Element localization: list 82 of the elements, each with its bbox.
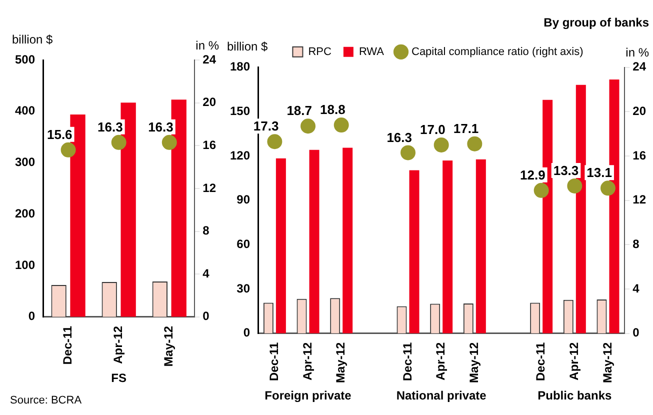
y2-axis-title: in % <box>196 38 220 52</box>
y-tick-label: 0 <box>243 326 250 340</box>
y2-tick-label: 24 <box>632 60 646 74</box>
point <box>567 178 582 194</box>
x-tick-label: Apr-12 <box>300 342 314 380</box>
x-tick-label: May-12 <box>162 326 176 367</box>
x-tick-label: May-12 <box>466 342 481 383</box>
y-tick-label: 120 <box>230 148 250 162</box>
legend-label: RWA <box>358 46 385 58</box>
x-tick-label: Dec-11 <box>60 326 75 365</box>
data-label: 13.3 <box>553 163 579 178</box>
x-tick-label: Dec-11 <box>400 342 414 382</box>
y-tick-label: 180 <box>230 60 250 74</box>
y-tick-label: 400 <box>14 104 36 118</box>
x-tick-label: May-12 <box>600 342 614 383</box>
source-note: Source: BCRA <box>10 394 82 407</box>
text: Public banks <box>538 388 612 402</box>
y2-tick-label: 8 <box>632 236 640 251</box>
x-tick-label: Dec-11 <box>534 342 548 382</box>
bar <box>342 148 353 334</box>
y2-tick-label: 20 <box>202 95 216 110</box>
text: National private <box>396 388 487 402</box>
y2-tick-label: 16 <box>632 148 646 162</box>
y-axis-title: billion $ <box>227 40 268 54</box>
y-tick-label: 90 <box>236 192 250 207</box>
legend-label: Capital compliance ratio (right axis) <box>411 46 584 58</box>
point <box>467 136 482 152</box>
data-label: 16.3 <box>98 120 123 135</box>
point <box>434 137 449 152</box>
y2-axis-title: in % <box>626 46 650 60</box>
y2-tick-label: 0 <box>202 309 210 324</box>
y2-tick-label: 12 <box>632 192 646 207</box>
y-tick-label: 200 <box>14 206 36 220</box>
data-label: 17.0 <box>420 122 446 138</box>
x-tick-label: Apr-12 <box>566 342 581 380</box>
y-axis-title: billion $ <box>12 32 54 46</box>
bar <box>442 160 453 334</box>
y-tick-label: 150 <box>230 104 250 118</box>
bar <box>70 114 86 317</box>
y-tick-label: 100 <box>14 258 36 272</box>
y2-tick-label: 24 <box>202 52 216 66</box>
y-tick-label: 500 <box>14 52 36 66</box>
y2-tick-label: 0 <box>632 326 640 340</box>
data-label: 17.3 <box>253 118 279 134</box>
bar <box>409 170 420 334</box>
data-label: 17.1 <box>453 120 479 136</box>
x-tick-label: May-12 <box>334 342 348 383</box>
x-axis-title: FS <box>111 371 127 386</box>
bar <box>276 158 286 334</box>
y2-tick-label: 20 <box>632 104 646 118</box>
text: Foreign private <box>264 388 352 402</box>
data-label: 18.7 <box>286 103 312 118</box>
y2-tick-label: 4 <box>632 281 640 296</box>
bar <box>120 102 136 317</box>
bar <box>309 150 320 334</box>
point <box>400 145 416 160</box>
chart-title: By group of banks <box>544 16 650 30</box>
point <box>300 118 316 134</box>
y2-tick-label: 8 <box>202 224 210 238</box>
data-label: 15.6 <box>46 126 72 142</box>
legend-label: RPC <box>308 46 332 58</box>
y-tick-label: 30 <box>236 281 250 296</box>
y-tick-label: 60 <box>236 236 250 251</box>
bar <box>171 100 186 317</box>
y-tick-label: 0 <box>28 309 36 324</box>
point <box>334 118 349 133</box>
x-tick-label: Apr-12 <box>434 342 448 380</box>
x-tick-label: Dec-11 <box>267 342 281 382</box>
y-tick-label: 300 <box>14 155 36 170</box>
bar <box>476 159 486 334</box>
y2-tick-label: 4 <box>202 266 210 280</box>
data-label: 12.9 <box>520 167 546 182</box>
data-label: 18.8 <box>320 102 346 118</box>
point <box>267 134 282 150</box>
data-label: 16.3 <box>148 120 174 135</box>
point <box>534 182 549 198</box>
x-tick-label: Apr-12 <box>111 326 126 364</box>
data-label: 13.1 <box>586 165 612 180</box>
point <box>600 180 616 196</box>
data-label: 16.3 <box>386 130 412 145</box>
y2-tick-label: 16 <box>202 138 216 152</box>
y2-tick-label: 12 <box>202 180 216 195</box>
